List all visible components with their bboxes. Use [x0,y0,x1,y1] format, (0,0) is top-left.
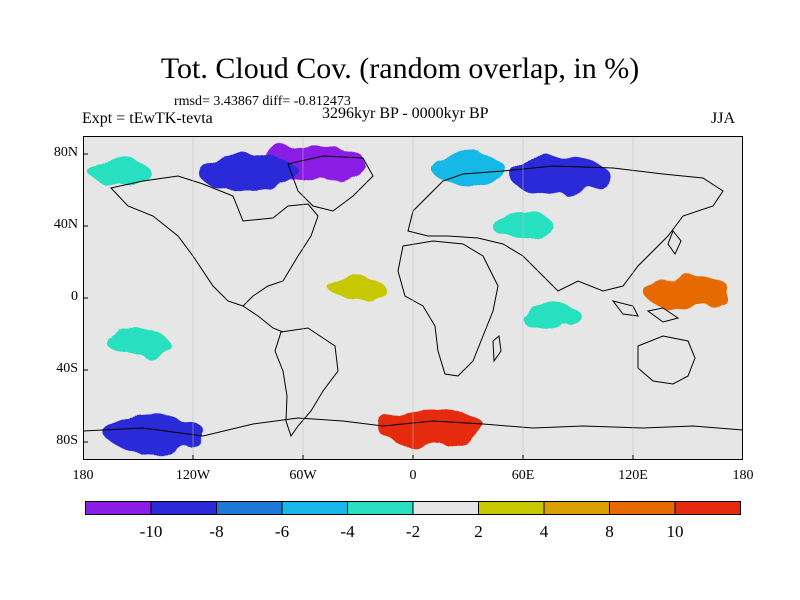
lat-tick-label: 80N [53,145,78,160]
colorbar-label: -10 [140,522,163,541]
colorbar-box [609,501,676,515]
lat-tick-label: 80S [56,433,78,448]
anomaly-patch [509,156,610,195]
colorbar-box [85,501,152,515]
colorbar-labels: -10 -8 -6 -4 -2 2 4 8 10 [140,522,684,541]
colorbar-label: 10 [667,522,684,541]
map-graticule [83,136,743,460]
anomaly-patch [378,407,485,448]
lat-tick-label: 0 [71,289,78,304]
lon-tick-label: 60W [289,468,317,483]
colorbar-box [281,501,348,515]
colorbar-label: -2 [406,522,420,541]
anomaly-patch [330,277,386,301]
lon-tick-label: 0 [409,468,417,483]
anomaly-patch [107,330,169,356]
colorbar-label: 4 [540,522,549,541]
anomaly-patch [644,275,732,310]
rmsd-diff-stats: rmsd= 3.43867 diff= -0.812473 [174,94,351,109]
cloud-cover-map [83,136,743,460]
colorbar: -10 -8 -6 -4 -2 2 4 8 10 [85,501,741,541]
longitude-ticks [83,455,743,460]
lat-tick-label: 40S [56,361,78,376]
anomaly-patch [430,153,506,183]
lon-tick-label: 180 [72,468,94,483]
anomaly-patch [88,159,151,185]
anomaly-patch [106,415,207,454]
colorbar-label: -8 [209,522,223,541]
colorbar-label: 2 [474,522,483,541]
season-label: JJA [711,110,736,127]
colorbar-box [674,501,741,515]
map-title: Tot. Cloud Cov. (random overlap, in %) [160,52,640,85]
colorbar-label: 8 [605,522,614,541]
lon-tick-label: 180 [732,468,754,483]
anomaly-patches [88,142,732,454]
colorbar-label: -6 [275,522,289,541]
anomaly-patch [198,153,298,191]
experiment-label: Expt = tEwTK-tevta [82,110,213,127]
colorbar-boxes [85,501,741,515]
lon-tick-label: 60E [511,468,535,483]
colorbar-box [412,501,479,515]
colorbar-box [478,501,545,515]
anomaly-patch [519,303,582,329]
colorbar-box [216,501,283,515]
lon-tick-label: 120E [618,468,648,483]
colorbar-box [150,501,217,515]
colorbar-box [543,501,610,515]
lat-tick-label: 40N [53,217,78,232]
lon-tick-label: 120W [175,468,211,483]
latitude-ticks [83,153,88,443]
period-label: 3296kyr BP - 0000kyr BP [322,105,489,122]
colorbar-box [347,501,414,515]
colorbar-label: -4 [340,522,355,541]
